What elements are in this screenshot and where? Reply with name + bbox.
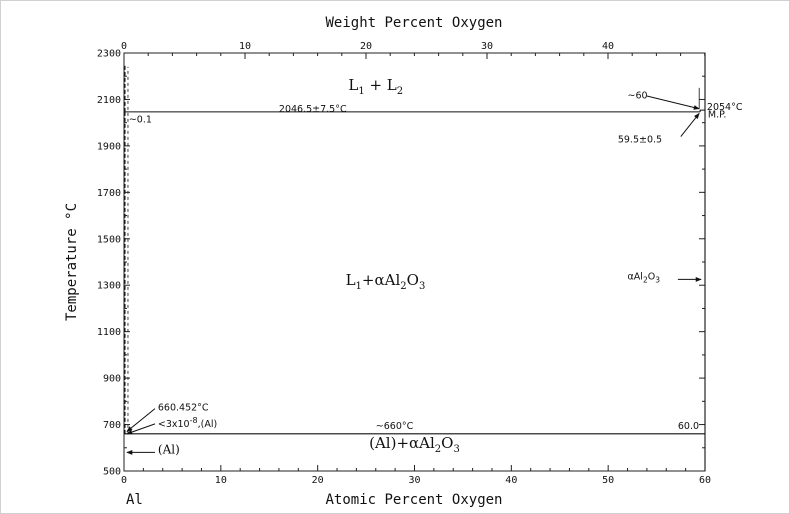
x-top-axis-title: Weight Percent Oxygen: [325, 15, 502, 31]
y-tick-label: 1900: [97, 141, 121, 152]
x-bottom-tick-label: 10: [215, 475, 227, 486]
region-label-sub: 1: [356, 281, 362, 292]
arrow-melting-point: [126, 408, 156, 432]
region-label-sub: 2: [400, 281, 406, 292]
region-label-sub: 2: [435, 444, 441, 455]
y-tick-label: 700: [103, 420, 121, 431]
annotation-label: 2046.5±7.5°C: [279, 104, 347, 115]
y-tick-label: 900: [103, 374, 121, 385]
phase-line-liquid-boundary: [699, 109, 705, 112]
region-label-sub: 3: [419, 281, 425, 292]
x-bottom-tick-label: 20: [312, 475, 324, 486]
region-label: L1 + L2: [348, 76, 403, 97]
plot-area: [123, 52, 706, 472]
y-tick-label: 500: [103, 467, 121, 478]
x-bottom-tick-label: 0: [121, 475, 127, 486]
annotation-label: 660.452°C: [158, 403, 209, 414]
annotation-sup: -8: [190, 416, 198, 425]
region-label-part: + L: [365, 76, 397, 94]
annotation-sub: 3: [655, 275, 660, 284]
y-tick-label: 1300: [97, 281, 121, 292]
region-label-part: +αAl: [362, 271, 401, 289]
region-label-sub: 1: [358, 86, 364, 97]
annotation-label: 59.5±0.5: [618, 134, 662, 145]
annotation-label: ~60: [628, 90, 648, 101]
x-bottom-tick-label: 30: [408, 475, 420, 486]
region-label-part: O: [441, 434, 453, 452]
annotation-part: ,(Al): [198, 419, 218, 430]
y-axis-title: Temperature °C: [64, 203, 80, 321]
region-label-part: L: [348, 76, 358, 94]
x-top-tick-label: 30: [481, 41, 493, 52]
y-tick-label: 1700: [97, 188, 121, 199]
arrow-solubility: [126, 423, 156, 435]
region-label-sub: 2: [397, 86, 403, 97]
annotation-part: <3x10: [158, 419, 190, 430]
region-label-part: O: [407, 271, 419, 289]
x-top-tick-label: 20: [360, 41, 372, 52]
annotation-label: 2054°C: [707, 102, 743, 113]
region-label-sub: 3: [453, 444, 459, 455]
annotation-label: 60.0: [678, 421, 699, 432]
annotation-label: (Al): [158, 443, 180, 457]
corner-label-al: Al: [126, 492, 143, 508]
region-label: L1+αAl2O3: [346, 271, 426, 292]
x-bottom-tick-label: 50: [602, 475, 614, 486]
y-tick-label: 2300: [97, 49, 121, 60]
y-tick-label: 2100: [97, 95, 121, 106]
x-top-tick-label: 40: [602, 41, 614, 52]
arrow-monotectic-comp: [680, 112, 700, 137]
annotation-sub: 2: [643, 275, 648, 284]
annotation-label: αAl2O3: [628, 271, 661, 284]
annotation-label: ~660°C: [376, 421, 414, 432]
x-top-tick-label: 0: [121, 41, 127, 52]
y-tick-label: 1500: [97, 234, 121, 245]
annotation-part: O: [648, 271, 655, 282]
x-bottom-axis-title: Atomic Percent Oxygen: [325, 492, 502, 508]
annotation-label: ~0.1: [129, 115, 152, 126]
y-tick-label: 1100: [97, 327, 121, 338]
annotation-label: M.P.: [708, 110, 727, 121]
annotation-part: αAl: [628, 271, 643, 282]
region-label: (Al)+αAl2O3: [369, 434, 460, 455]
x-bottom-tick-label: 60: [699, 475, 711, 486]
annotation-label: <3x10-8,(Al): [158, 416, 217, 430]
region-label-part: L: [346, 271, 356, 289]
x-bottom-tick-label: 40: [505, 475, 517, 486]
arrow-approx-60: [646, 95, 700, 110]
region-label-part: (Al)+αAl: [369, 434, 435, 452]
x-top-tick-label: 10: [239, 41, 251, 52]
